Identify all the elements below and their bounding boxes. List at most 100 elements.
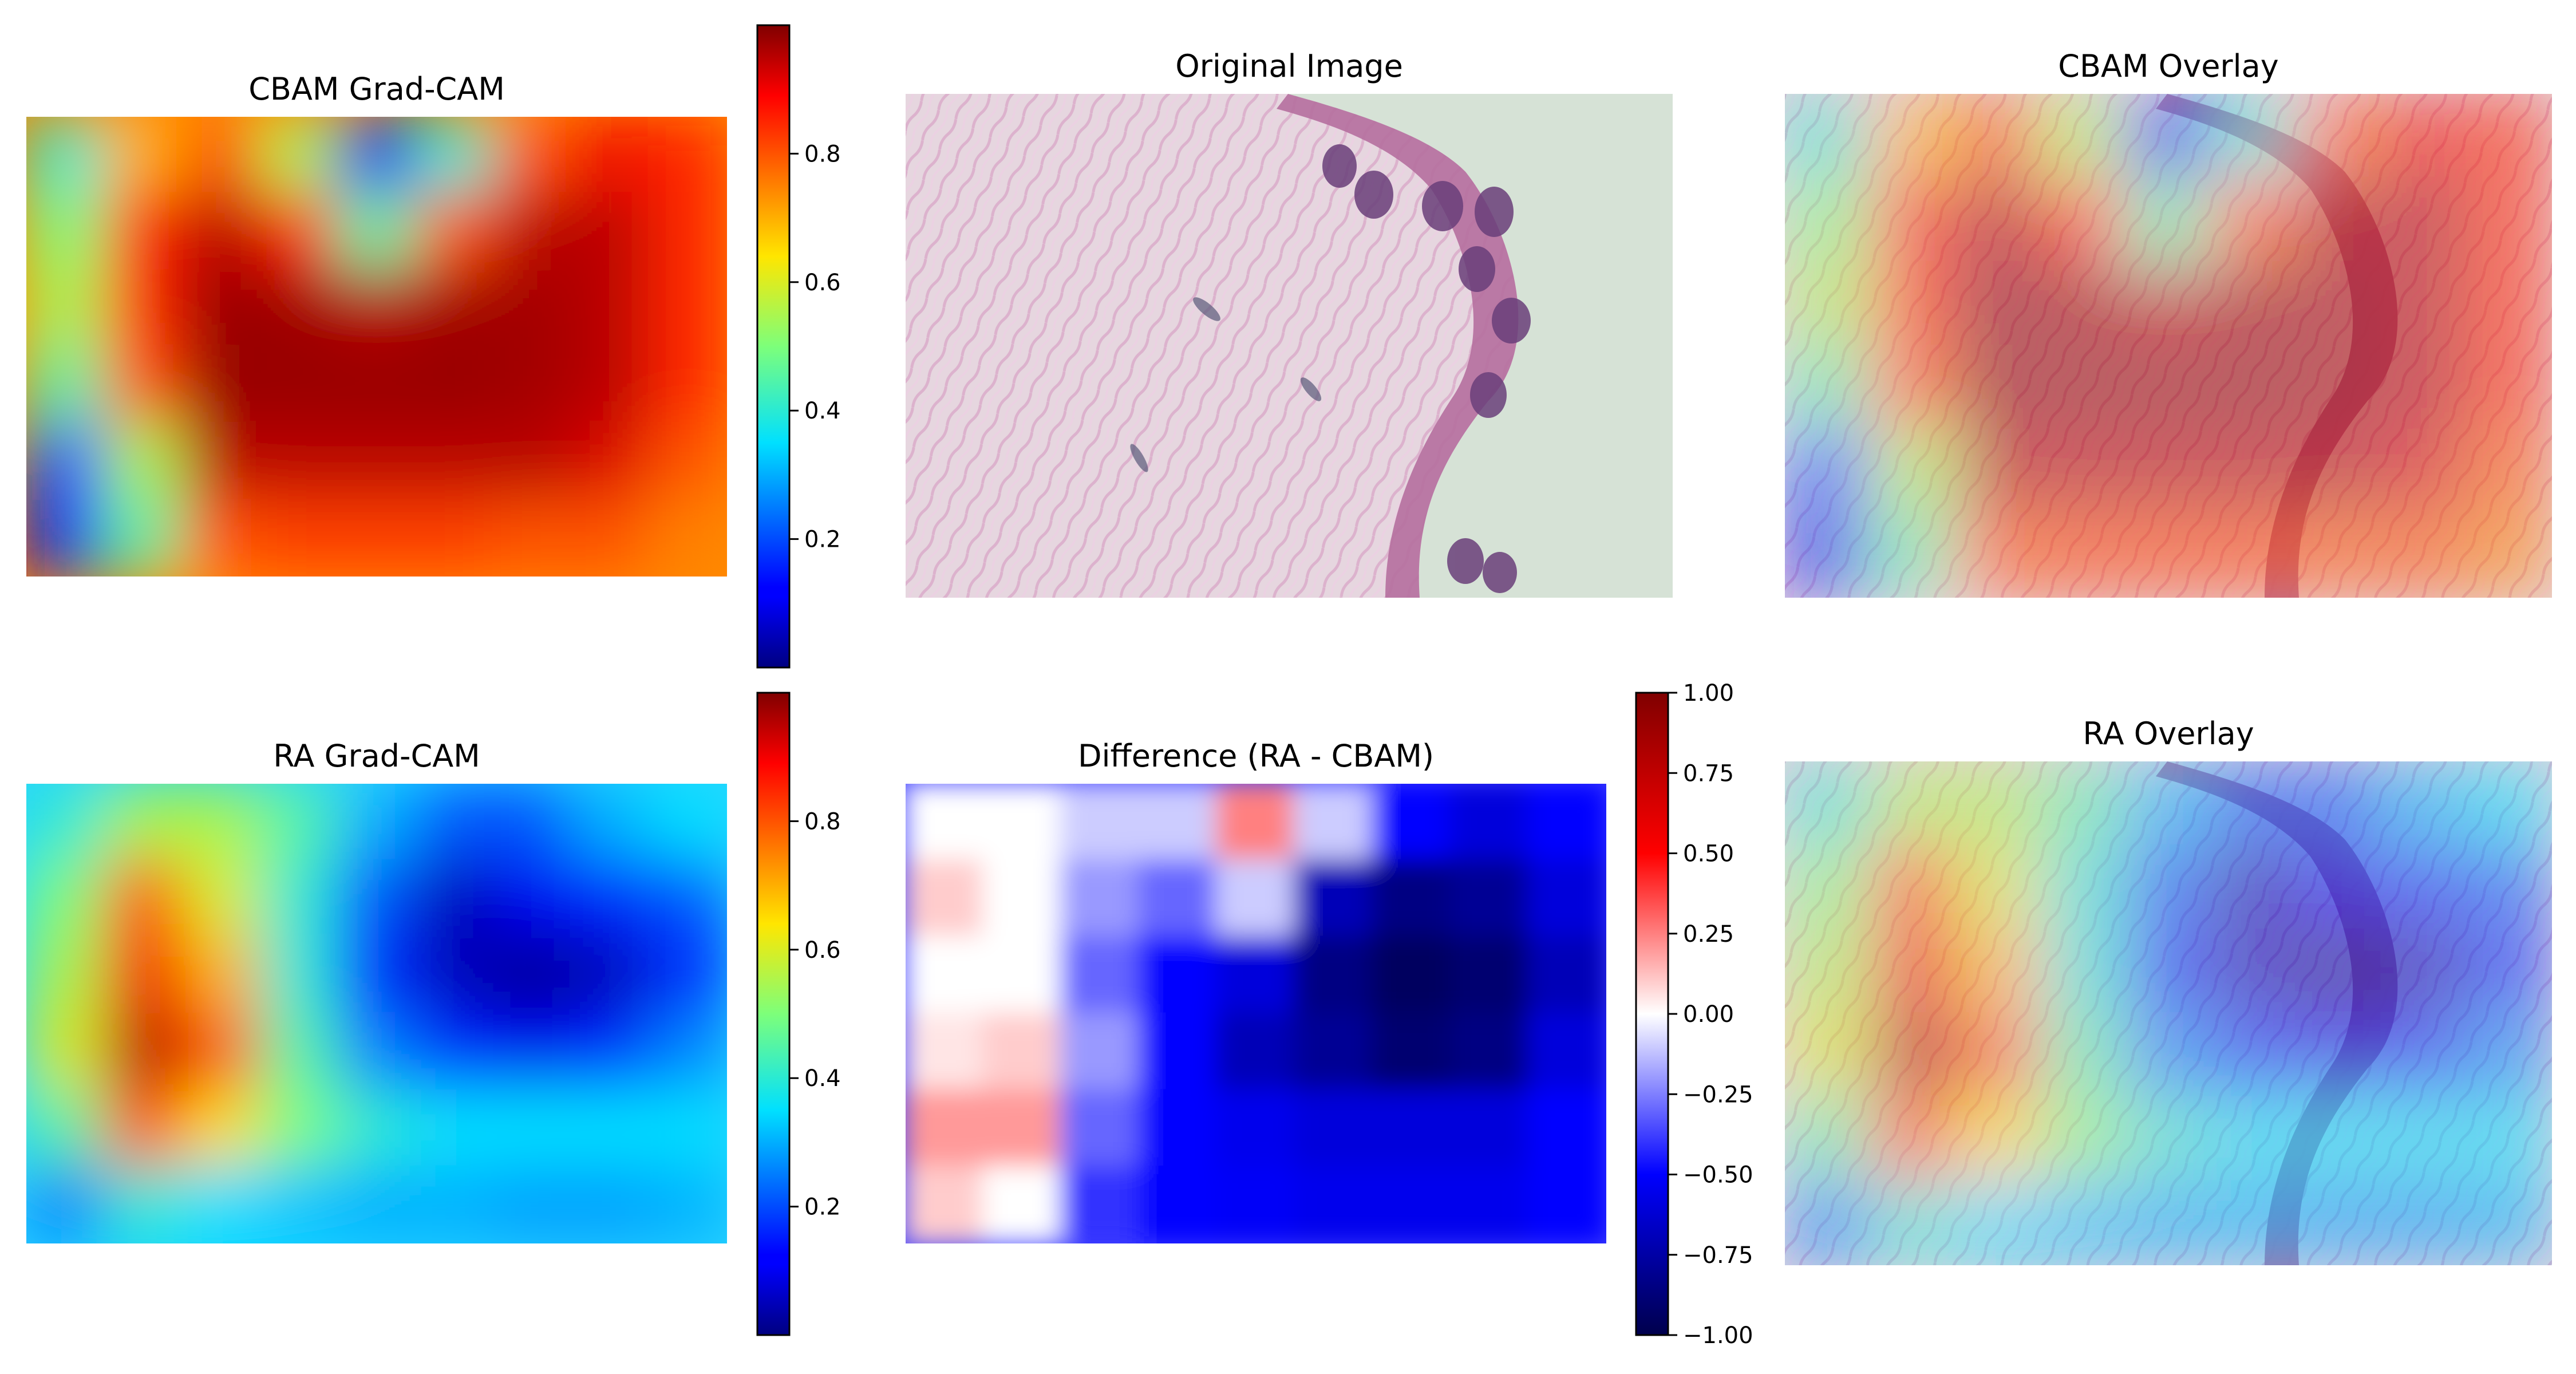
- cbam-gradcam-cell: [414, 499, 495, 577]
- cbam-overlay-heat-cell: [2210, 345, 2298, 431]
- difference-cell: [1138, 859, 1218, 938]
- panel-title-ra-overlay: RA Overlay: [2083, 716, 2254, 752]
- ra-gradcam-cell: [26, 784, 105, 862]
- cbam-gradcam-cell: [259, 499, 339, 577]
- difference-cell: [1527, 1089, 1606, 1168]
- cbam-gradcam-cell: [103, 192, 183, 271]
- ra-gradcam-cell: [26, 1166, 105, 1243]
- ra-overlay-heat-cell: [2380, 1180, 2468, 1265]
- ra-overlay-heat-cell: [1868, 1096, 1957, 1183]
- cbam-overlay-heat-cell: [1954, 345, 2042, 431]
- ra-overlay-heat-cell: [2039, 761, 2127, 847]
- cbam-overlay-heat-cell: [1868, 260, 1957, 347]
- cbam-overlay-heat-cell: [1868, 345, 1957, 431]
- cbam-gradcam-cell: [414, 117, 495, 195]
- ra-overlay-heat-cell: [1868, 844, 1957, 931]
- cbam-gradcam-cell: [337, 499, 417, 577]
- cbam-gradcam-cell: [181, 345, 261, 425]
- cbam-overlay-heat-cell: [1785, 260, 1871, 347]
- ra-overlay-heat-cell: [1954, 928, 2042, 1014]
- difference-cell: [1060, 935, 1140, 1015]
- ra-overlay-heat-cell: [1868, 761, 1957, 847]
- ra-gradcam-cell: [337, 1166, 417, 1243]
- ra-overlay-heat-cell: [1868, 928, 1957, 1014]
- difference-cell: [982, 1089, 1062, 1168]
- ra-gradcam-cell: [492, 859, 572, 938]
- ra-overlay-heat-cell: [1785, 844, 1871, 931]
- ra-overlay-heat-cell: [1954, 1180, 2042, 1265]
- cbam-overlay-heat-cell: [2124, 428, 2212, 515]
- ra-gradcam-cell: [414, 859, 495, 938]
- cbam-overlay-heat-cell: [1785, 345, 1871, 431]
- ra-overlay-heat-cell: [1954, 761, 2042, 847]
- difference-colorbar-tick-label: 0.50: [1683, 841, 1734, 867]
- difference-cell: [1216, 1166, 1296, 1243]
- difference-cell: [906, 859, 985, 938]
- cbam-overlay-heat-cell: [2124, 260, 2212, 347]
- ra-gradcam-cell: [259, 859, 339, 938]
- cbam-overlay-heat-cell: [1785, 512, 1871, 598]
- ra-gradcam-heatmap: [26, 784, 727, 1243]
- difference-cell: [1138, 784, 1218, 862]
- ra-gradcam-cell: [570, 1012, 650, 1092]
- ra-overlay-heat-cell: [2466, 928, 2552, 1014]
- ra-overlay-heat-cell: [2210, 1096, 2298, 1183]
- ra-gradcam-cell: [259, 1089, 339, 1168]
- cbam-gradcam-cell: [492, 499, 572, 577]
- ra-gradcam-cell: [26, 1012, 105, 1092]
- cbam-overlay-heat-cell: [2466, 512, 2552, 598]
- difference-cell: [906, 935, 985, 1015]
- cbam-overlay-heat-cell: [2466, 260, 2552, 347]
- cbam-gradcam-cell: [648, 422, 727, 502]
- ra-overlay-heat-cell: [2039, 1180, 2127, 1265]
- cbam-gradcam-cell: [414, 269, 495, 348]
- difference-colorbar-tick-label: −0.75: [1683, 1242, 1753, 1269]
- difference-cell: [1527, 935, 1606, 1015]
- ra-gradcam-cell: [570, 1166, 650, 1243]
- difference-cell: [1449, 859, 1530, 938]
- ra-overlay-image: [1785, 761, 2552, 1265]
- cbam-gradcam-cell: [492, 345, 572, 425]
- difference-cell: [1060, 1166, 1140, 1243]
- cbam-overlay-heat-cell: [2039, 176, 2127, 263]
- cbam-gradcam-cell: [570, 117, 650, 195]
- cbam-colorbar-tick-label: 0.6: [804, 270, 841, 296]
- cbam-overlay-heat-cell: [1954, 512, 2042, 598]
- cbam-overlay-heat-cell: [1954, 260, 2042, 347]
- difference-cell: [1138, 1166, 1218, 1243]
- difference-cell: [1294, 1089, 1374, 1168]
- cbam-overlay-heat-cell: [2380, 512, 2468, 598]
- ra-overlay-heat-cell: [1785, 1096, 1871, 1183]
- cbam-gradcam-cell: [570, 345, 650, 425]
- cbam-gradcam-cell: [648, 192, 727, 271]
- difference-colorbar-tick-label: −0.50: [1683, 1162, 1753, 1189]
- ra-gradcam-cell: [570, 859, 650, 938]
- difference-cell: [1372, 1012, 1452, 1092]
- difference-cell: [1216, 859, 1296, 938]
- cbam-overlay-heat-cell: [2295, 94, 2383, 179]
- cbam-gradcam-cell: [648, 499, 727, 577]
- cbam-overlay-heat-cell: [1785, 428, 1871, 515]
- cbam-overlay-heat-cell: [2295, 345, 2383, 431]
- ra-overlay-heat-cell: [1954, 1096, 2042, 1183]
- ra-overlay-heat-cell: [2039, 928, 2127, 1014]
- cbam-gradcam-cell: [259, 269, 339, 348]
- ra-gradcam-colorbar: 0.2 0.4 0.6 0.8: [756, 692, 841, 1336]
- ra-gradcam-cell: [648, 1166, 727, 1243]
- ra-gradcam-cell: [103, 784, 183, 862]
- ra-gradcam-cell: [570, 1089, 650, 1168]
- ra-overlay-heat-cell: [2210, 1180, 2298, 1265]
- ra-overlay-heat-cell: [2380, 761, 2468, 847]
- ra-overlay-heat-cell: [1954, 1012, 2042, 1099]
- difference-cell: [1527, 1166, 1606, 1243]
- ra-overlay-heat-cell: [1785, 928, 1871, 1014]
- ra-gradcam-cell: [259, 1012, 339, 1092]
- cbam-gradcam-cell: [259, 192, 339, 271]
- cbam-gradcam-cell: [337, 117, 417, 195]
- ra-gradcam-cell: [181, 1089, 261, 1168]
- ra-gradcam-cell: [103, 1012, 183, 1092]
- difference-colorbar-tick-label: 0.75: [1683, 760, 1734, 787]
- cbam-gradcam-cell: [259, 117, 339, 195]
- ra-gradcam-cell: [259, 784, 339, 862]
- cbam-gradcam-cell: [26, 422, 105, 502]
